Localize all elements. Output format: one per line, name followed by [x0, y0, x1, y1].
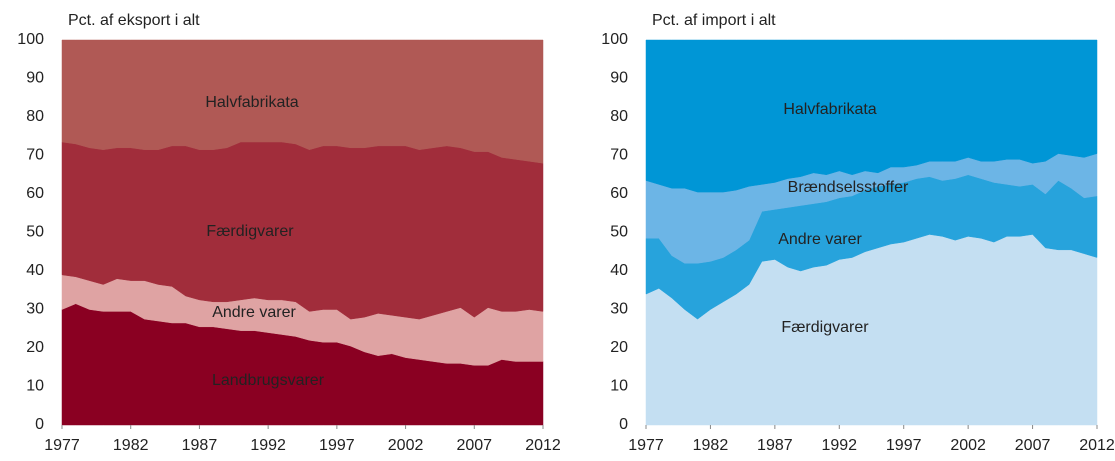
series-label: Landbrugsvarer — [212, 372, 325, 389]
x-tick-label: 1992 — [250, 437, 286, 454]
y-tick-label: 0 — [35, 416, 44, 433]
y-tick-label: 90 — [610, 70, 628, 87]
y-tick-label: 0 — [619, 416, 628, 433]
y-tick-label: 20 — [610, 339, 628, 356]
x-tick-label: 1992 — [821, 437, 857, 454]
series-label: Halvfabrikata — [783, 101, 876, 118]
y-tick-label: 40 — [26, 262, 44, 279]
x-tick-label: 1987 — [757, 437, 793, 454]
x-tick-label: 2007 — [1015, 437, 1051, 454]
area — [61, 39, 544, 164]
x-tick-label: 1982 — [693, 437, 729, 454]
series-label: Færdigvarer — [781, 319, 869, 336]
y-tick-label: 80 — [610, 108, 628, 125]
x-tick-label: 2012 — [1079, 437, 1115, 454]
series-label: Brændselsstoffer — [788, 179, 909, 196]
y-tick-label: 60 — [610, 185, 628, 202]
y-tick-label: 70 — [610, 147, 628, 164]
y-axis-label: Pct. af eksport i alt — [68, 12, 200, 29]
series-label: Færdigvarer — [206, 223, 294, 240]
y-tick-label: 30 — [610, 301, 628, 318]
y-tick-label: 10 — [26, 378, 44, 395]
area — [645, 39, 1098, 193]
series-label: Andre varer — [212, 304, 296, 321]
y-tick-label: 20 — [26, 339, 44, 356]
x-tick-label: 1982 — [113, 437, 149, 454]
y-tick-label: 50 — [610, 224, 628, 241]
y-tick-label: 60 — [26, 185, 44, 202]
x-tick-label: 1997 — [319, 437, 355, 454]
x-tick-label: 1987 — [182, 437, 218, 454]
series-label: Halvfabrikata — [205, 94, 298, 111]
y-tick-label: 40 — [610, 262, 628, 279]
y-tick-label: 30 — [26, 301, 44, 318]
y-axis-label: Pct. af import i alt — [652, 12, 776, 29]
y-tick-label: 70 — [26, 147, 44, 164]
x-tick-label: 2012 — [525, 437, 561, 454]
y-tick-label: 10 — [610, 378, 628, 395]
y-tick-label: 90 — [26, 70, 44, 87]
y-tick-label: 100 — [601, 31, 628, 48]
x-tick-label: 2002 — [388, 437, 424, 454]
x-tick-label: 2002 — [950, 437, 986, 454]
series-label: Andre varer — [778, 231, 862, 248]
x-tick-label: 1977 — [628, 437, 664, 454]
x-tick-label: 1997 — [886, 437, 922, 454]
x-tick-label: 2007 — [456, 437, 492, 454]
y-tick-label: 100 — [17, 31, 44, 48]
x-tick-label: 1977 — [44, 437, 80, 454]
y-tick-label: 50 — [26, 224, 44, 241]
y-tick-label: 80 — [26, 108, 44, 125]
